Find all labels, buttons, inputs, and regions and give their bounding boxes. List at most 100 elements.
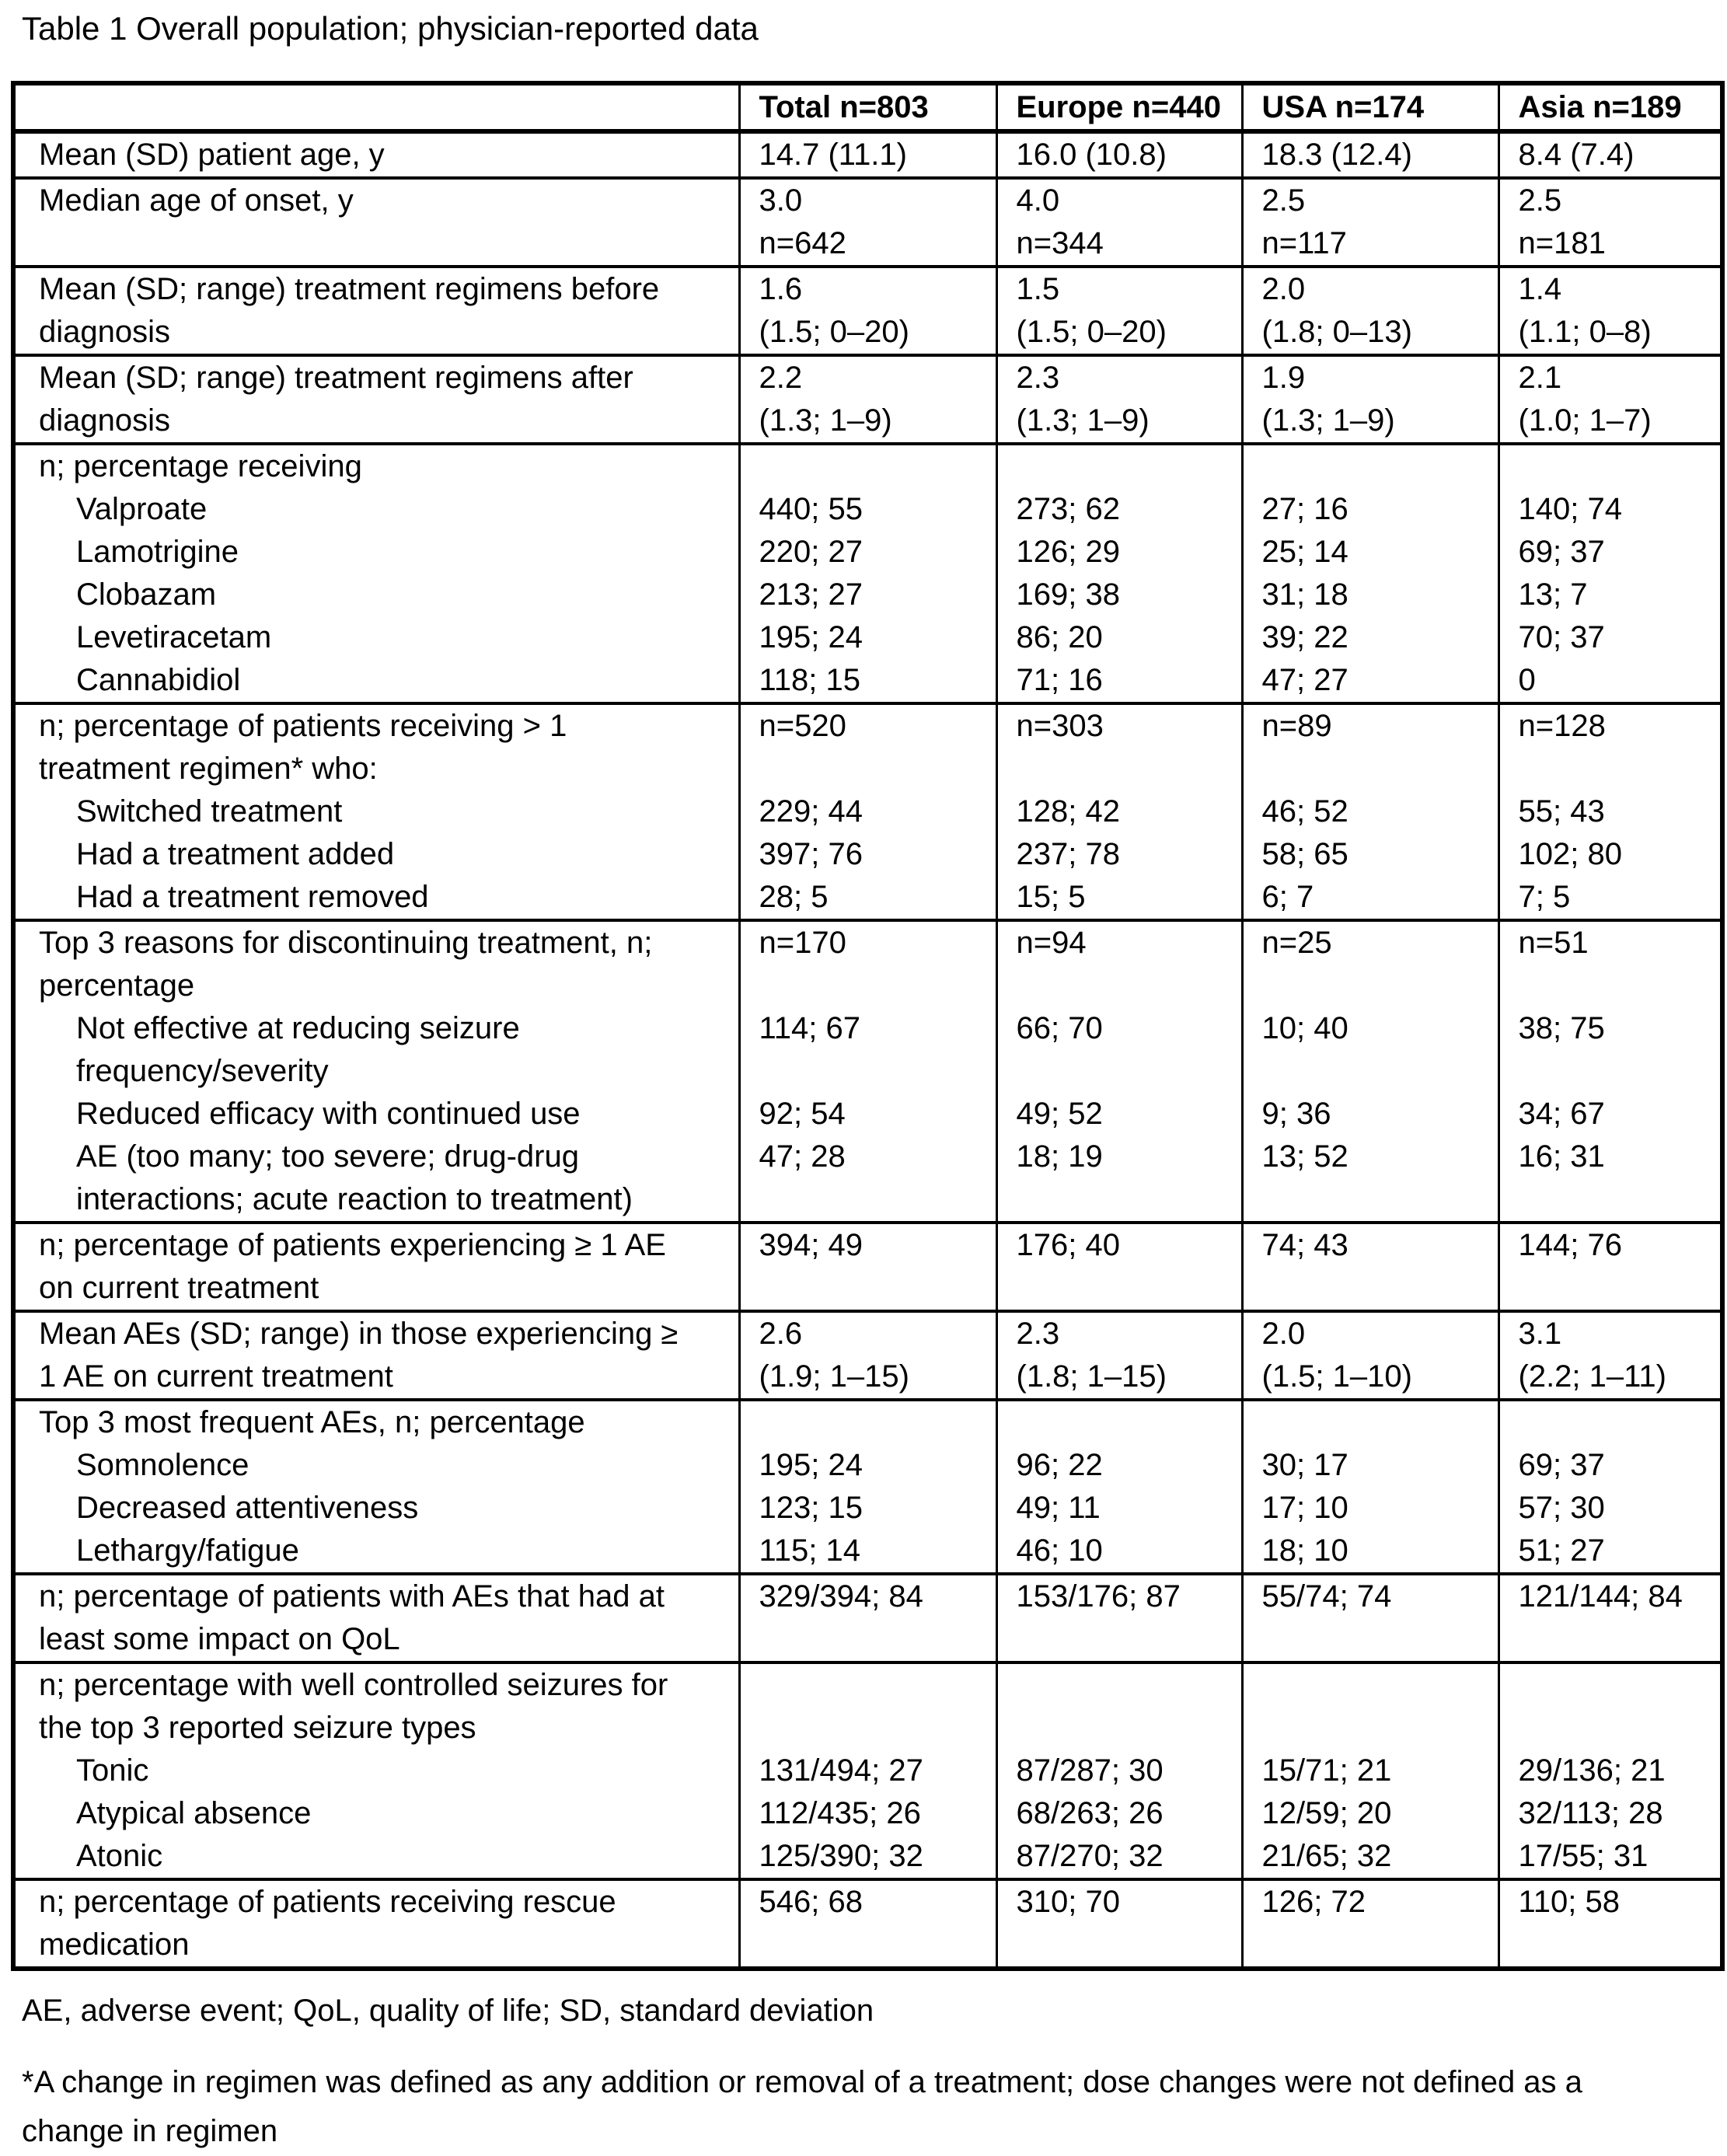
- value-line: n=642: [759, 226, 846, 260]
- value-line: [1501, 965, 1720, 1007]
- value-cell: 69; 37 57; 30 51; 27: [1497, 1398, 1724, 1575]
- value-cell: 2.3 (1.8; 1–15): [995, 1310, 1244, 1401]
- value-line: 10; 40: [1261, 1011, 1348, 1045]
- header-cell: Total n=803: [738, 82, 998, 134]
- table-title: Table 1 Overall population; physician-re…: [22, 10, 759, 47]
- value-line: 3.0: [759, 183, 803, 218]
- row-label-line: treatment regimen* who:: [39, 752, 378, 786]
- value-line: 15/71; 21: [1261, 1753, 1392, 1788]
- value-line: n=128: [1518, 709, 1606, 743]
- value-cell: n=25 10; 40 9; 36 13; 52: [1240, 919, 1500, 1224]
- abbreviations-footnote: AE, adverse event; QoL, quality of life;…: [22, 1987, 874, 2036]
- value-line: 2.3: [1016, 361, 1060, 395]
- value-line: (1.9; 1–15): [759, 1359, 909, 1394]
- value-line: [741, 1178, 994, 1219]
- row-label-cell: n; percentage of patients receiving > 1 t…: [12, 702, 741, 922]
- row-label-line: Clobazam: [76, 577, 217, 612]
- row-label-line: Tonic: [76, 1753, 149, 1788]
- value-line: n=520: [759, 709, 846, 743]
- value-line: 16; 31: [1518, 1139, 1605, 1174]
- value-cell: 4.0 n=344: [995, 176, 1244, 268]
- header-cell: Europe n=440: [995, 82, 1244, 134]
- value-line: 2.0: [1261, 1317, 1306, 1351]
- row-label-line: Not effective at reducing seizure: [76, 1011, 520, 1045]
- header-cell-label: Total n=803: [759, 90, 929, 124]
- value-line: 310; 70: [1016, 1885, 1120, 1919]
- value-line: 25; 14: [1261, 535, 1348, 569]
- value-line: 21/65; 32: [1261, 1839, 1392, 1873]
- value-line: (1.3; 1–9): [1016, 403, 1150, 438]
- value-line: 46; 10: [1016, 1533, 1103, 1568]
- value-cell: 2.3 (1.3; 1–9): [995, 354, 1244, 445]
- value-line: (1.3; 1–9): [1261, 403, 1395, 438]
- value-line: 115; 14: [759, 1533, 861, 1568]
- value-line: [1244, 1707, 1496, 1750]
- value-cell: n=51 38; 75 34; 67 16; 31: [1497, 919, 1724, 1224]
- value-cell: n=170 114; 67 92; 54 47; 28: [738, 919, 998, 1224]
- value-line: n=117: [1261, 226, 1347, 260]
- value-line: [999, 748, 1240, 790]
- value-cell: 2.5 n=117: [1240, 176, 1500, 268]
- table-row: Top 3 reasons for discontinuing treatmen…: [12, 919, 1724, 1224]
- value-line: 49; 52: [1016, 1097, 1103, 1131]
- value-line: (1.1; 0–8): [1518, 315, 1652, 349]
- value-line: 273; 62: [1016, 492, 1120, 526]
- header-cell: Asia n=189: [1497, 82, 1724, 134]
- value-line: 34; 67: [1518, 1097, 1605, 1131]
- header-cell: USA n=174: [1240, 82, 1500, 134]
- value-line: 55/74; 74: [1261, 1579, 1392, 1614]
- row-label-cell: n; percentage of patients receiving resc…: [12, 1878, 741, 1970]
- value-line: 126; 72: [1261, 1885, 1366, 1919]
- footnote-line: change in regimen: [22, 2114, 278, 2148]
- value-line: [1501, 1178, 1720, 1219]
- value-line: 74; 43: [1261, 1228, 1348, 1262]
- value-line: n=170: [759, 926, 846, 960]
- row-label-cell: n; percentage of patients experiencing ≥…: [12, 1221, 741, 1313]
- header-cell-label: Asia n=189: [1518, 90, 1682, 124]
- value-line: 86; 20: [1016, 620, 1103, 654]
- value-cell: 1.5 (1.5; 0–20): [995, 265, 1244, 357]
- value-line: 102; 80: [1518, 837, 1622, 871]
- value-line: 2.6: [759, 1317, 803, 1351]
- value-line: 57; 30: [1518, 1491, 1605, 1525]
- value-cell: 29/136; 21 32/113; 28 17/55; 31: [1497, 1661, 1724, 1881]
- row-label-cell: Median age of onset, y: [12, 176, 741, 268]
- row-label-line: n; percentage with well controlled seizu…: [39, 1668, 668, 1702]
- value-line: [1501, 1707, 1720, 1750]
- value-line: 110; 58: [1518, 1885, 1621, 1919]
- value-line: 125/390; 32: [759, 1839, 923, 1873]
- value-line: 58; 65: [1261, 837, 1348, 871]
- value-cell: 1.4 (1.1; 0–8): [1497, 265, 1724, 357]
- value-line: [1501, 447, 1720, 488]
- row-label-line: medication: [39, 1927, 190, 1962]
- value-line: 546; 68: [759, 1885, 863, 1919]
- value-line: [741, 1666, 994, 1707]
- value-line: n=89: [1261, 709, 1332, 743]
- table-row: Mean (SD; range) treatment regimens befo…: [12, 265, 1724, 357]
- value-line: 126; 29: [1016, 535, 1120, 569]
- value-cell: 140; 74 69; 37 13; 7 70; 37 0: [1497, 442, 1724, 705]
- row-label-cell: Mean (SD) patient age, y: [12, 130, 741, 180]
- row-label-line: Had a treatment added: [76, 837, 395, 871]
- value-line: 29/136; 21: [1518, 1753, 1666, 1788]
- value-line: 96; 22: [1016, 1448, 1103, 1482]
- table-row: Total n=803 Europe n=440 USA n=174 Asia n=1…: [12, 82, 1724, 134]
- value-line: 3.1: [1518, 1317, 1562, 1351]
- value-line: [1244, 748, 1496, 790]
- value-line: 14.7 (11.1): [759, 138, 908, 172]
- value-cell: 3.0 n=642: [738, 176, 998, 268]
- row-label-line: n; percentage of patients with AEs that …: [39, 1579, 665, 1614]
- value-line: n=303: [1016, 709, 1104, 743]
- value-line: 4.0: [1016, 183, 1060, 218]
- value-line: 2.5: [1261, 183, 1306, 218]
- row-label-line: Mean AEs (SD; range) in those experienci…: [39, 1317, 679, 1351]
- table-row: Mean (SD; range) treatment regimens afte…: [12, 354, 1724, 445]
- value-line: 27; 16: [1261, 492, 1348, 526]
- row-label-cell: Top 3 most frequent AEs, n; percentage So…: [12, 1398, 741, 1575]
- value-cell: 2.6 (1.9; 1–15): [738, 1310, 998, 1401]
- value-line: 140; 74: [1518, 492, 1622, 526]
- row-label-line: Switched treatment: [76, 794, 343, 829]
- row-label-line: the top 3 reported seizure types: [39, 1711, 476, 1745]
- value-line: 66; 70: [1016, 1011, 1103, 1045]
- footnote-line: *A change in regimen was defined as any …: [22, 2065, 1582, 2099]
